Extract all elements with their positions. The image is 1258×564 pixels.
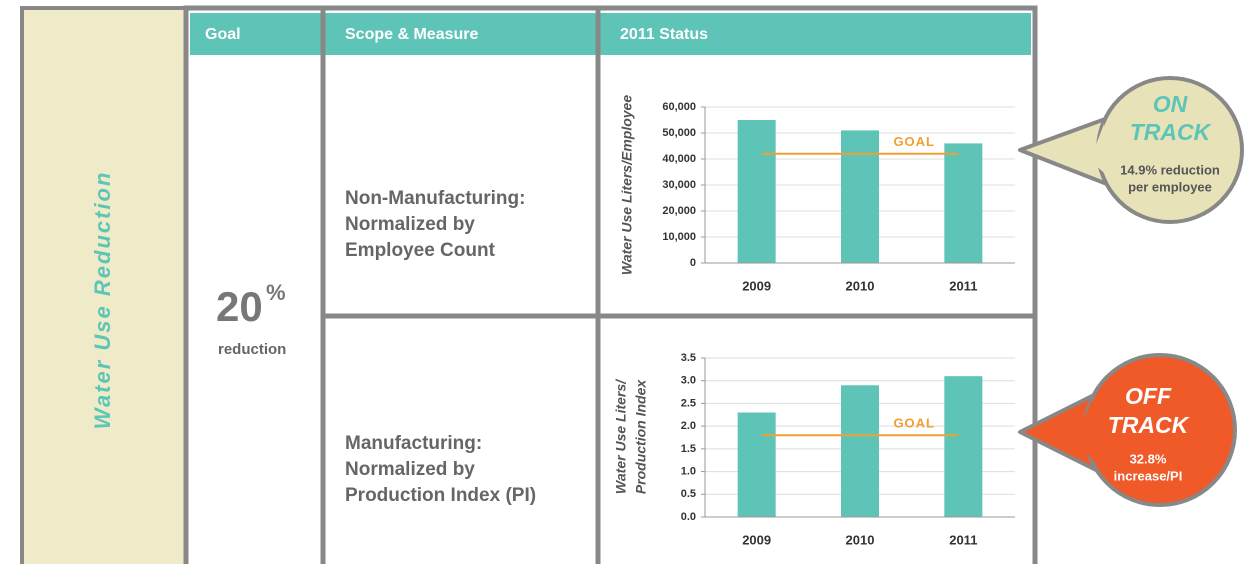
bar	[841, 130, 879, 263]
goal-value: 20	[216, 283, 263, 330]
x-tick-label: 2011	[949, 532, 977, 547]
y-tick-label: 0.0	[681, 511, 696, 523]
y-tick-label: 3.0	[681, 375, 696, 387]
callout-joint	[1090, 124, 1114, 182]
callout-note: 14.9% reduction	[1120, 162, 1220, 177]
scope-line: Normalized by	[345, 459, 475, 480]
y-tick-label: 40,000	[662, 153, 696, 165]
scope-line: Production Index (PI)	[345, 485, 536, 506]
sidebar-panel	[20, 6, 190, 564]
y-axis-label: Water Use Liters/Employee	[619, 95, 635, 275]
y-axis-label: Production Index	[633, 379, 649, 495]
x-tick-label: 2010	[846, 278, 875, 293]
callout-headline: TRACK	[1108, 412, 1190, 438]
y-axis-label: Water Use Liters/	[613, 378, 629, 494]
x-tick-label: 2009	[742, 278, 771, 293]
goal-label: GOAL	[893, 134, 935, 149]
y-tick-label: 1.5	[681, 443, 696, 455]
bar	[944, 143, 983, 263]
y-tick-label: 2.0	[681, 420, 696, 432]
y-tick-label: 0	[690, 257, 696, 269]
callout-headline: TRACK	[1130, 119, 1212, 145]
y-tick-label: 60,000	[662, 101, 696, 113]
header-cell: Goal	[205, 26, 241, 43]
bar	[737, 120, 776, 263]
scope-line: Manufacturing:	[345, 433, 482, 454]
y-tick-label: 30,000	[662, 179, 696, 191]
sidebar-title: Water Use Reduction	[90, 171, 115, 430]
y-tick-label: 10,000	[662, 231, 696, 243]
scope-line: Employee Count	[345, 240, 496, 261]
x-tick-label: 2011	[949, 278, 977, 293]
header-cell: 2011 Status	[620, 26, 708, 43]
callout-headline: OFF	[1125, 383, 1172, 409]
y-tick-label: 20,000	[662, 205, 696, 217]
header-cell: Scope & Measure	[345, 26, 478, 43]
y-tick-label: 3.5	[681, 352, 696, 364]
callout-joint	[1075, 400, 1098, 466]
y-tick-label: 1.0	[681, 465, 696, 477]
y-tick-label: 50,000	[662, 127, 696, 139]
goal-label: GOAL	[893, 416, 935, 431]
table-frame	[183, 5, 1038, 564]
y-tick-label: 2.5	[681, 397, 696, 409]
callout-note: per employee	[1128, 179, 1212, 194]
goal-unit: %	[266, 280, 286, 305]
x-tick-label: 2009	[742, 532, 771, 547]
goal-caption: reduction	[218, 341, 286, 358]
header-bar	[190, 13, 1031, 55]
callout-note: 32.8%	[1130, 451, 1167, 466]
bar	[944, 376, 983, 517]
bar	[841, 385, 879, 517]
scope-line: Non-Manufacturing:	[345, 188, 525, 209]
callout-note: increase/PI	[1114, 468, 1183, 483]
bar	[737, 412, 776, 517]
callout-headline: ON	[1153, 91, 1188, 117]
y-tick-label: 0.5	[681, 488, 696, 500]
scope-line: Normalized by	[345, 214, 475, 235]
x-tick-label: 2010	[846, 532, 875, 547]
